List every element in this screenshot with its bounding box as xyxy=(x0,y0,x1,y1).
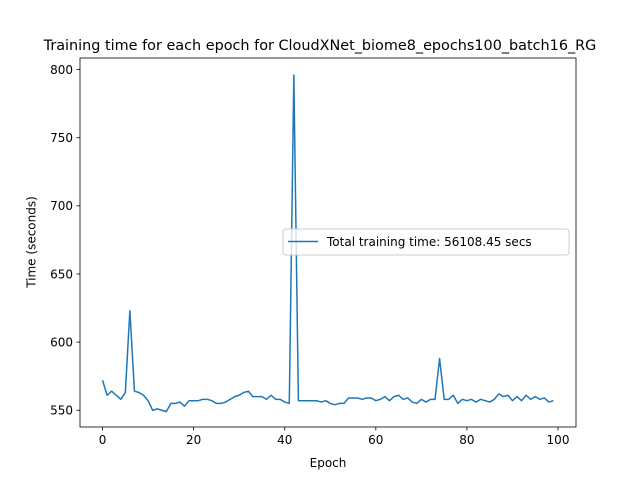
y-tick-label: 600 xyxy=(50,335,73,349)
y-axis-label: Time (seconds) xyxy=(25,196,39,289)
y-tick-label: 800 xyxy=(50,63,73,77)
plot-frame xyxy=(79,57,577,428)
plot-area xyxy=(79,57,577,428)
y-tick-label: 650 xyxy=(50,267,73,281)
x-tick-label: 60 xyxy=(368,433,383,447)
y-tick-label: 700 xyxy=(50,199,73,213)
x-tick-label: 20 xyxy=(186,433,201,447)
chart-title: Training time for each epoch for CloudXN… xyxy=(43,38,597,54)
series-line xyxy=(101,74,554,413)
legend: Total training time: 56108.45 secs xyxy=(282,228,570,256)
x-tick-label: 40 xyxy=(277,433,292,447)
y-tick-label: 750 xyxy=(50,131,73,145)
y-tick-label: 550 xyxy=(50,404,73,418)
x-tick-label: 0 xyxy=(99,433,107,447)
y-axis: 550 600 650 700 750 800 xyxy=(50,63,80,418)
x-axis: 0 20 40 60 80 100 xyxy=(99,427,570,447)
x-tick-label: 80 xyxy=(459,433,474,447)
legend-label: Total training time: 56108.45 secs xyxy=(326,235,532,249)
legend-box xyxy=(282,228,570,256)
x-axis-label: Epoch xyxy=(310,456,347,470)
series-layer xyxy=(101,74,554,413)
x-tick-label: 100 xyxy=(547,433,570,447)
